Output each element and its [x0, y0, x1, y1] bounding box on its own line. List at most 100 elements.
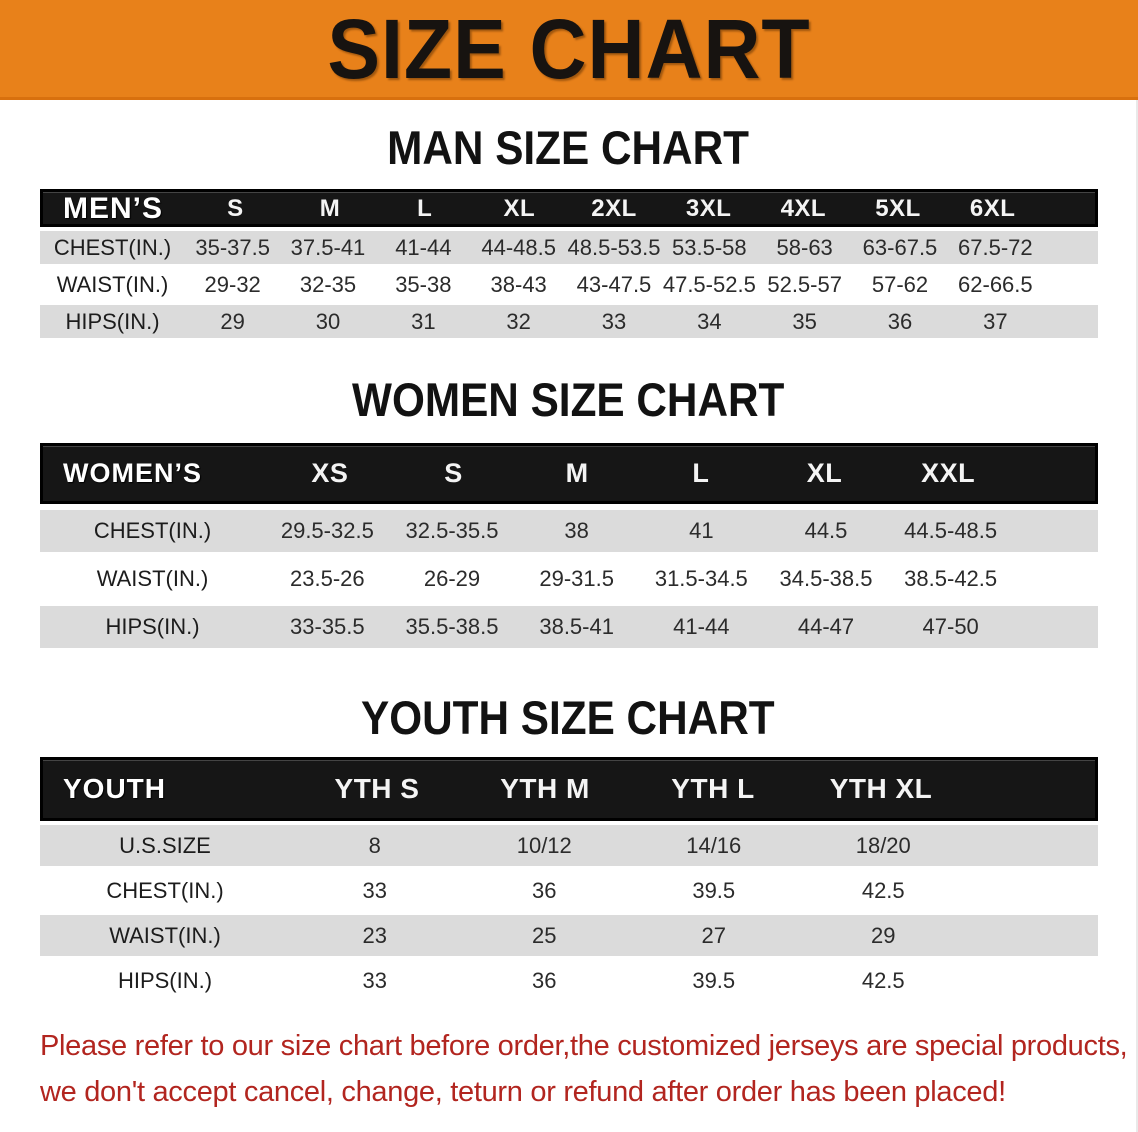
size-column-header: 6XL [969, 195, 1016, 222]
measurement-value: 35.5-38.5 [405, 614, 499, 639]
measurement-value: 42.5 [861, 877, 905, 903]
measurement-value: 34.5-38.5 [779, 566, 873, 591]
measurement-row-label: HIPS(IN.) [117, 967, 213, 993]
size-column-header: YTH XL [829, 773, 933, 804]
measurement-value: 37.5-41 [290, 234, 366, 260]
measurement-row-label: WAIST(IN.) [109, 922, 221, 948]
measurement-value: 33-35.5 [290, 614, 365, 639]
measurement-value: 41-44 [673, 614, 730, 639]
disclaimer: Please refer to our size chart before or… [40, 1023, 1136, 1115]
women-size-table: WOMEN’S XS S M L XL XXL CHEST(IN.) 29.5-32.5 32.5… [40, 443, 1098, 648]
table-row: HIPS(IN.) 29 30 31 32 33 34 35 36 37 [40, 305, 1098, 338]
disclaimer-line-1: Please refer to our size chart before or… [40, 1030, 1128, 1062]
measurement-value: 57-62 [871, 271, 929, 297]
banner: SIZE CHART [0, 0, 1138, 100]
measurement-value: 18/20 [855, 832, 911, 858]
table-group-label: YOUTH [63, 773, 166, 804]
measurement-value: 52.5-57 [767, 271, 842, 297]
measurement-value: 27 [701, 922, 726, 948]
section-men: MAN SIZE CHART MEN’S S M L XL 2XL 3XL 4XL 5XL 6XL… [0, 124, 1136, 338]
measurement-row-label: U.S.SIZE [119, 832, 211, 858]
measurement-value: 37 [983, 308, 1008, 334]
measurement-value: 34 [697, 308, 722, 334]
table-row: WAIST(IN.) 29-32 32-35 35-38 38-43 43-47.5 47.… [40, 268, 1098, 301]
measurement-value: 29-31.5 [539, 566, 614, 591]
table-row: WAIST(IN.) 23 25 27 29 [40, 915, 1098, 956]
measurement-value: 38 [564, 518, 589, 543]
table-header-row: WOMEN’S XS S M L XL XXL [40, 443, 1098, 504]
table-row: CHEST(IN.) 33 36 39.5 42.5 [40, 870, 1098, 911]
measurement-value: 25 [532, 922, 557, 948]
measurement-value: 31 [411, 308, 436, 334]
table-group-label: MEN’S [63, 192, 164, 225]
measurement-value: 41-44 [395, 234, 452, 260]
table-header-row: YOUTH YTH S YTH M YTH L YTH XL [40, 757, 1098, 821]
size-column-header: L [692, 458, 710, 488]
measurement-value: 38.5-41 [539, 614, 614, 639]
measurement-row-label: HIPS(IN.) [65, 308, 160, 334]
men-size-table: MEN’S S M L XL 2XL 3XL 4XL 5XL 6XL CHEST(IN.) 35-37… [40, 189, 1098, 338]
measurement-value: 47.5-52.5 [662, 271, 756, 297]
size-column-header: 5XL [875, 195, 921, 222]
measurement-value: 48.5-53.5 [567, 234, 661, 260]
table-row: HIPS(IN.) 33 36 39.5 42.5 [40, 960, 1098, 1001]
women-heading-text: WOMEN SIZE CHART [351, 373, 785, 426]
measurement-value: 30 [315, 308, 341, 334]
measurement-value: 32 [506, 308, 531, 334]
size-column-header: M [319, 195, 341, 222]
size-column-header: S [444, 458, 463, 488]
size-column-header: 3XL [685, 195, 732, 222]
section-youth: YOUTH SIZE CHART YOUTH YTH S YTH M YTH L YTH… [0, 694, 1136, 1001]
table-group-label: WOMEN’S [63, 458, 202, 488]
measurement-value: 44-48.5 [481, 234, 556, 260]
measurement-value: 43-47.5 [576, 271, 652, 297]
measurement-value: 35-37.5 [195, 234, 270, 260]
measurement-value: 41 [689, 518, 714, 543]
youth-size-table: YOUTH YTH S YTH M YTH L YTH XL U.S.SIZE 8 10/12… [40, 757, 1098, 1001]
measurement-value: 29 [220, 308, 245, 334]
table-row: CHEST(IN.) 35-37.5 37.5-41 41-44 44-48.5 48.5… [40, 231, 1098, 264]
measurement-value: 38-43 [490, 271, 547, 297]
measurement-value: 35 [792, 308, 817, 334]
women-section-heading: WOMEN SIZE CHART [0, 376, 1136, 423]
measurement-row-label: WAIST(IN.) [96, 566, 209, 591]
measurement-value: 38.5-42.5 [904, 566, 998, 591]
size-column-header: L [417, 195, 433, 222]
measurement-value: 36 [532, 877, 557, 903]
measurement-value: 63-67.5 [862, 234, 938, 260]
measurement-row-label: HIPS(IN.) [105, 614, 200, 639]
measurement-value: 44.5 [804, 518, 848, 543]
table-row: CHEST(IN.) 29.5-32.5 32.5-35.5 38 41 44.5 44.5… [40, 510, 1098, 552]
measurement-value: 44.5-48.5 [904, 518, 998, 543]
measurement-value: 33 [362, 877, 387, 903]
measurement-value: 23 [362, 922, 387, 948]
men-heading-text: MAN SIZE CHART [387, 121, 749, 174]
measurement-value: 33 [601, 308, 627, 334]
measurement-value: 14/16 [686, 832, 742, 858]
measurement-value: 39.5 [692, 967, 736, 993]
measurement-value: 8 [368, 832, 381, 858]
men-section-heading: MAN SIZE CHART [0, 124, 1136, 171]
measurement-value: 32-35 [299, 271, 357, 297]
size-column-header: YTH S [334, 773, 420, 804]
measurement-row-label: CHEST(IN.) [106, 877, 224, 903]
measurement-value: 29 [871, 922, 896, 948]
measurement-value: 42.5 [861, 967, 905, 993]
size-column-header: YTH L [671, 773, 755, 804]
measurement-value: 29-32 [204, 271, 261, 297]
measurement-value: 44-47 [797, 614, 855, 639]
measurement-value: 35-38 [395, 271, 452, 297]
measurement-value: 32.5-35.5 [405, 518, 499, 543]
measurement-value: 36 [887, 308, 913, 334]
size-column-header: 2XL [591, 195, 637, 222]
size-column-header: XL [503, 195, 536, 222]
table-header-row: MEN’S S M L XL 2XL 3XL 4XL 5XL 6XL [40, 189, 1098, 227]
youth-section-heading: YOUTH SIZE CHART [0, 694, 1136, 741]
measurement-row-label: CHEST(IN.) [53, 234, 172, 260]
youth-heading-text: YOUTH SIZE CHART [361, 691, 775, 744]
measurement-value: 29.5-32.5 [280, 518, 374, 543]
measurement-value: 47-50 [922, 614, 979, 639]
table-row: U.S.SIZE 8 10/12 14/16 18/20 [40, 825, 1098, 866]
measurement-value: 31.5-34.5 [654, 566, 748, 591]
